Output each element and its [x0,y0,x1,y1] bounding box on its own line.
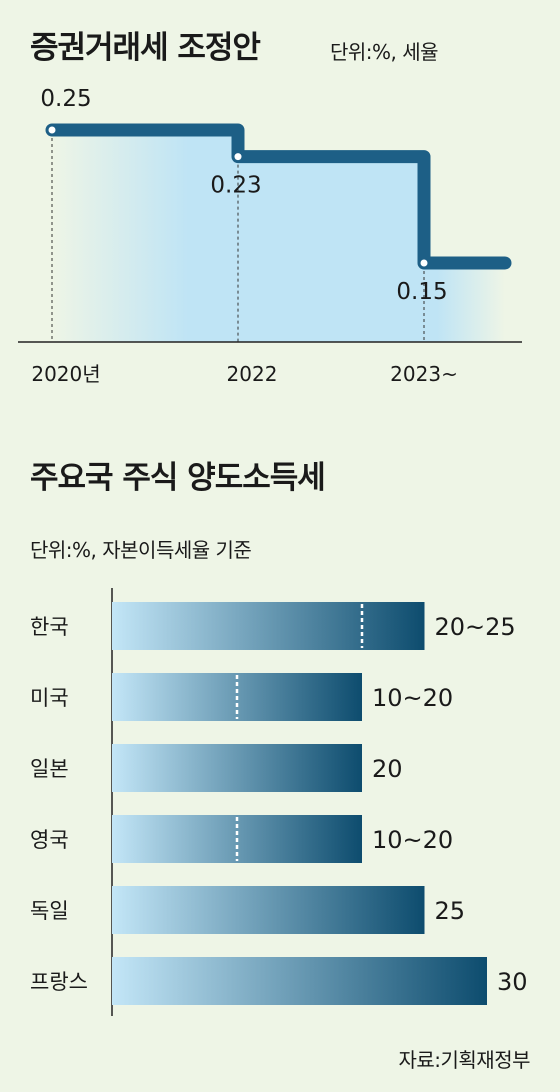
step-line-series [45,123,512,270]
x-tick-label: 2020년 [31,362,100,386]
value-label: 30 [497,968,528,996]
category-label: 일본 [30,757,69,781]
value-label: 0.25 [40,86,91,112]
data-point [420,259,428,267]
data-point [234,153,242,161]
value-label: 10~20 [372,684,453,712]
source-label: 자료:기획재정부 [398,1048,530,1072]
category-label: 한국 [30,615,69,639]
chart1-unit-label: 단위:%, 세율 [330,40,439,64]
value-label: 25 [435,897,466,925]
chart1-title: 증권거래세 조정안 [30,30,261,66]
bar [112,886,425,934]
step-line-chart: 0.25 2020년 0.23 2022 0.15 2023~ [18,86,522,386]
x-tick-label: 2022 [227,362,278,386]
bar [112,957,487,1005]
bar [112,602,425,650]
bar [112,744,362,792]
category-label: 미국 [30,686,69,710]
category-label: 독일 [30,899,69,923]
category-label: 프랑스 [30,970,88,994]
value-label: 0.15 [396,279,447,305]
bar [112,815,362,863]
category-label: 영국 [30,828,69,852]
value-label: 0.23 [210,173,261,199]
chart2-unit-label: 단위:%, 자본이득세율 기준 [30,538,252,562]
value-label: 20 [372,755,403,783]
step-area-fill [52,130,505,342]
bar [112,673,362,721]
chart2-title: 주요국 주식 양도소득세 [30,460,326,496]
data-point [48,126,56,134]
value-label: 10~20 [372,826,453,854]
value-label: 20~25 [435,613,516,641]
x-tick-label: 2023~ [390,362,458,386]
